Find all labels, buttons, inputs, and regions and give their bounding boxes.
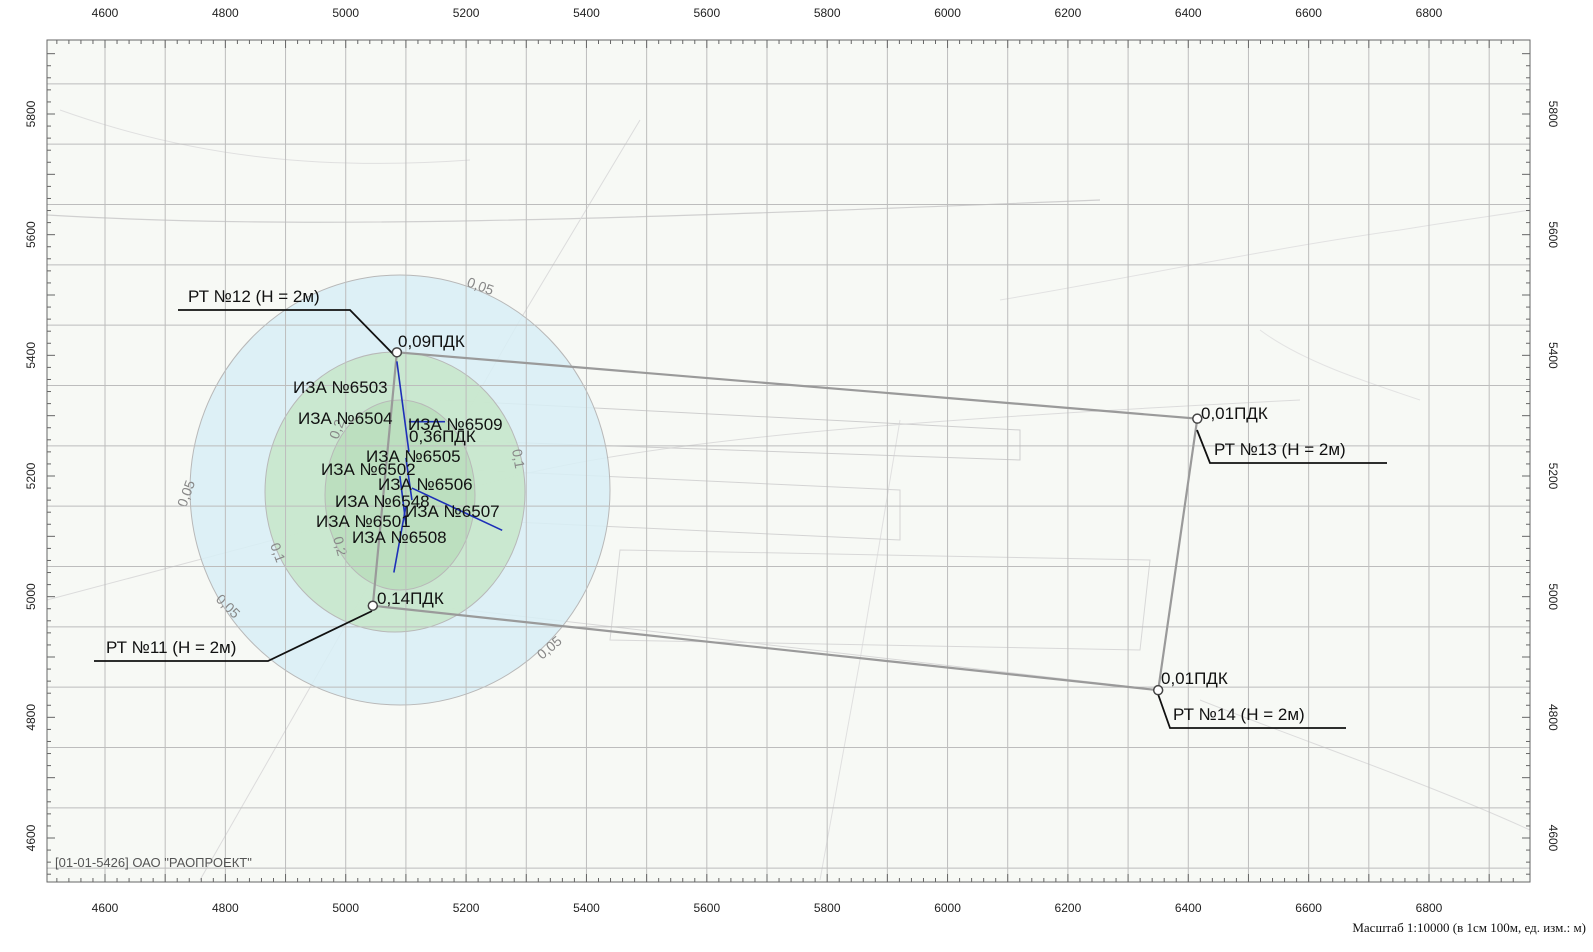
- x-tick-label-bottom: 6800: [1416, 901, 1443, 915]
- control-point-marker: [368, 601, 377, 610]
- organization-label: [01-01-5426] ОАО "РАОПРОЕКТ": [55, 855, 252, 870]
- y-tick-label-right: 5000: [1546, 583, 1560, 610]
- y-tick-label-right: 4800: [1546, 704, 1560, 731]
- y-tick-label-right: 5800: [1546, 101, 1560, 128]
- x-tick-label-top: 5600: [693, 6, 720, 20]
- control-point-label: РТ №12 (Н = 2м): [188, 287, 320, 306]
- x-tick-label-top: 4800: [212, 6, 239, 20]
- x-tick-label-bottom: 6400: [1175, 901, 1202, 915]
- y-tick-label-left: 4800: [24, 704, 38, 731]
- x-tick-label-bottom: 5600: [693, 901, 720, 915]
- x-tick-label-bottom: 6600: [1295, 901, 1322, 915]
- x-tick-label-bottom: 5400: [573, 901, 600, 915]
- x-tick-label-bottom: 5800: [814, 901, 841, 915]
- y-tick-label-left: 5600: [24, 221, 38, 248]
- isoline-label: 0,1: [509, 448, 528, 470]
- x-tick-label-top: 5000: [332, 6, 359, 20]
- x-tick-label-top: 5200: [453, 6, 480, 20]
- x-tick-label-bottom: 6200: [1055, 901, 1082, 915]
- y-tick-label-right: 5600: [1546, 221, 1560, 248]
- control-point-label: РТ №13 (Н = 2м): [1214, 440, 1346, 459]
- y-tick-label-left: 5000: [24, 583, 38, 610]
- y-tick-label-right: 5400: [1546, 342, 1560, 369]
- x-tick-label-top: 5400: [573, 6, 600, 20]
- x-tick-label-top: 6600: [1295, 6, 1322, 20]
- y-tick-label-left: 5200: [24, 462, 38, 489]
- control-point-value: 0,09ПДК: [398, 332, 465, 351]
- x-tick-label-top: 6800: [1416, 6, 1443, 20]
- x-tick-label-top: 5800: [814, 6, 841, 20]
- control-point-value: 0,01ПДК: [1161, 669, 1228, 688]
- x-tick-label-top: 6400: [1175, 6, 1202, 20]
- control-point-label: РТ №11 (Н = 2м): [106, 638, 236, 657]
- x-tick-label-bottom: 5200: [453, 901, 480, 915]
- emission-source-label: ИЗА №6503: [293, 378, 388, 397]
- y-tick-label-right: 4600: [1546, 825, 1560, 852]
- y-tick-label-right: 5200: [1546, 463, 1560, 490]
- control-point-label: РТ №14 (Н = 2м): [1173, 705, 1305, 724]
- control-point-value: 0,01ПДК: [1201, 404, 1268, 423]
- x-tick-label-top: 4600: [92, 6, 119, 20]
- x-tick-label-top: 6000: [934, 6, 961, 20]
- control-point-value: 0,14ПДК: [377, 589, 444, 608]
- x-tick-label-top: 6200: [1055, 6, 1082, 20]
- y-tick-label-left: 5400: [24, 342, 38, 369]
- emission-source-label: ИЗА №6507: [405, 502, 500, 521]
- y-tick-label-left: 5800: [24, 100, 38, 127]
- emission-source-label: ИЗА №6504: [298, 409, 393, 428]
- scale-label: Масштаб 1:10000 (в 1см 100м, ед. изм.: м…: [1352, 920, 1586, 935]
- x-tick-label-bottom: 4600: [92, 901, 119, 915]
- emission-source-label: ИЗА №6508: [352, 528, 447, 547]
- y-tick-label-left: 4600: [24, 824, 38, 851]
- x-tick-label-bottom: 5000: [332, 901, 359, 915]
- x-tick-label-bottom: 6000: [934, 901, 961, 915]
- max-concentration-label: 0,36ПДК: [409, 427, 476, 446]
- x-tick-label-bottom: 4800: [212, 901, 239, 915]
